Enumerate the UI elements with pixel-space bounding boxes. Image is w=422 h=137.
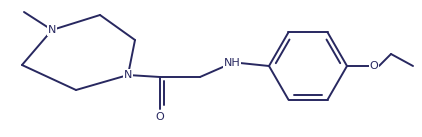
Text: O: O [156, 112, 165, 122]
Text: O: O [370, 61, 379, 71]
Text: N: N [124, 70, 132, 80]
Text: N: N [48, 25, 56, 35]
Text: NH: NH [224, 58, 241, 68]
